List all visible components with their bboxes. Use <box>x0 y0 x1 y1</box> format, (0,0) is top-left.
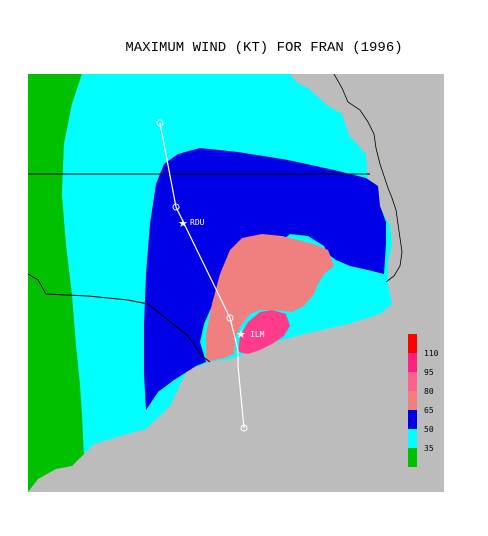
city-star-ilm: ★ <box>236 328 246 341</box>
legend-swatch <box>408 353 417 372</box>
city-label-ilm: ILM <box>250 330 265 339</box>
legend-label: 35 <box>424 444 434 453</box>
legend-label: 65 <box>424 406 434 415</box>
wind-map-canvas: ★ RDU ★ ILM 110 95 80 65 50 35 <box>28 74 444 492</box>
track-point-1 <box>156 119 164 127</box>
track-point-2 <box>172 203 180 211</box>
legend: 110 95 80 65 50 35 <box>408 334 439 467</box>
wind-map: ★ RDU ★ ILM 110 95 80 65 50 35 <box>28 74 444 492</box>
legend-swatch <box>408 391 417 410</box>
legend-swatch <box>408 448 417 467</box>
track-point-3 <box>226 314 234 322</box>
storm-track <box>159 122 245 429</box>
track-point-4 <box>240 424 248 432</box>
legend-swatch <box>408 429 417 448</box>
legend-label: 95 <box>424 368 434 377</box>
legend-label: 50 <box>424 425 434 434</box>
legend-swatch <box>408 410 417 429</box>
legend-label: 110 <box>424 349 439 358</box>
coastline-east <box>333 74 403 283</box>
legend-swatch <box>408 372 417 391</box>
legend-swatch <box>408 334 417 353</box>
map-title: MAXIMUM WIND (KT) FOR FRAN (1996) <box>125 40 403 56</box>
wind-65kt-region <box>206 234 334 362</box>
wind-50kt-region <box>144 148 386 410</box>
city-star-rdu: ★ <box>178 217 188 230</box>
legend-label: 80 <box>424 387 434 396</box>
state-border-line-2 <box>28 273 211 363</box>
land-outside-region <box>28 74 84 492</box>
wind-80kt-region <box>238 310 290 354</box>
city-label-rdu: RDU <box>190 218 205 227</box>
